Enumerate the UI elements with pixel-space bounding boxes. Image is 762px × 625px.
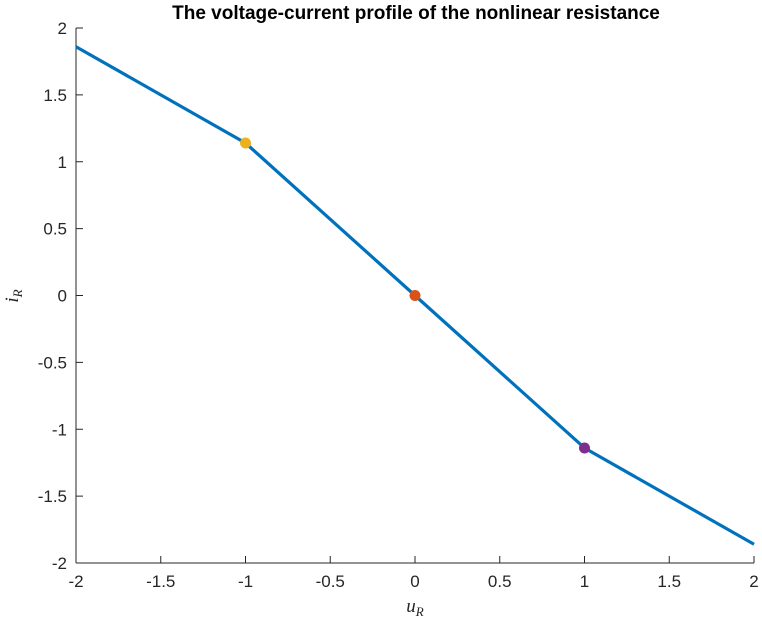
x-tick-label: 0.5: [488, 572, 512, 591]
y-ticks: -2 -1.5 -1 -0.5 0 0.5 1 1.5 2: [38, 19, 83, 573]
chart-title: The voltage-current profile of the nonli…: [172, 3, 660, 24]
x-axis-label-sub: R: [415, 604, 424, 619]
x-tick-label: 0: [410, 572, 419, 591]
x-tick-label: 2: [749, 572, 758, 591]
x-ticks: -2 -1.5 -1 -0.5 0 0.5 1 1.5 2: [68, 556, 759, 591]
y-tick-label: 0.5: [43, 220, 67, 239]
data-point-marker: [240, 137, 251, 149]
y-axis-label-sub: R: [10, 289, 25, 298]
x-tick-label: -2: [68, 572, 83, 591]
data-point-marker: [409, 290, 421, 301]
x-tick-label: -1.5: [146, 572, 175, 591]
y-tick-label: -2: [52, 554, 67, 573]
y-axis-label-main: i: [2, 297, 23, 302]
y-tick-label: 0: [58, 287, 67, 306]
x-tick-label: 1: [580, 572, 589, 591]
x-axis-label: uR: [406, 596, 424, 619]
x-tick-label: 1.5: [657, 572, 681, 591]
y-axis-label: iR: [2, 289, 25, 302]
y-tick-label: 1: [58, 153, 67, 172]
y-tick-label: 1.5: [43, 86, 67, 105]
x-axis-label-main: u: [406, 596, 416, 617]
y-tick-label: -1: [52, 420, 67, 439]
y-tick-label: -1.5: [38, 487, 67, 506]
y-tick-label: 2: [58, 19, 67, 38]
x-tick-label: -0.5: [316, 572, 345, 591]
x-tick-label: -1: [238, 572, 253, 591]
marker-layer: [240, 137, 590, 454]
data-point-marker: [579, 442, 590, 454]
y-tick-label: -0.5: [38, 353, 67, 372]
